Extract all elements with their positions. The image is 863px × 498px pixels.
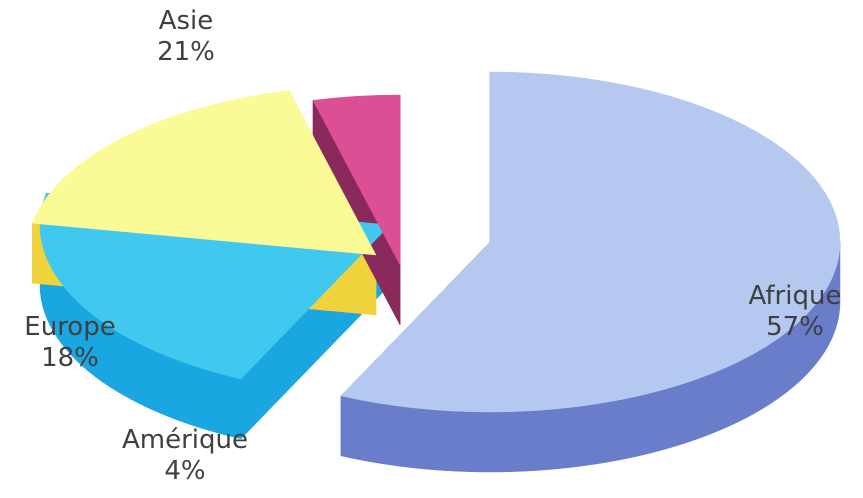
label-asie-value: 21% [157,37,215,68]
label-asie-name: Asie [158,6,214,36]
label-amerique-value: 4% [164,456,206,487]
label-europe-value: 18% [41,343,99,374]
label-afrique: Afrique 57% [730,281,860,343]
slice-europe [31,90,377,256]
label-europe: Europe 18% [0,312,140,374]
slice-afrique [340,71,841,413]
label-amerique: Amérique 4% [95,425,275,487]
label-europe-name: Europe [24,312,116,342]
label-amerique-name: Amérique [121,425,248,455]
slice-amerique [312,94,401,266]
label-afrique-name: Afrique [748,281,842,311]
label-asie: Asie 21% [126,6,246,68]
label-afrique-value: 57% [766,312,824,343]
slice-tops [31,71,841,413]
